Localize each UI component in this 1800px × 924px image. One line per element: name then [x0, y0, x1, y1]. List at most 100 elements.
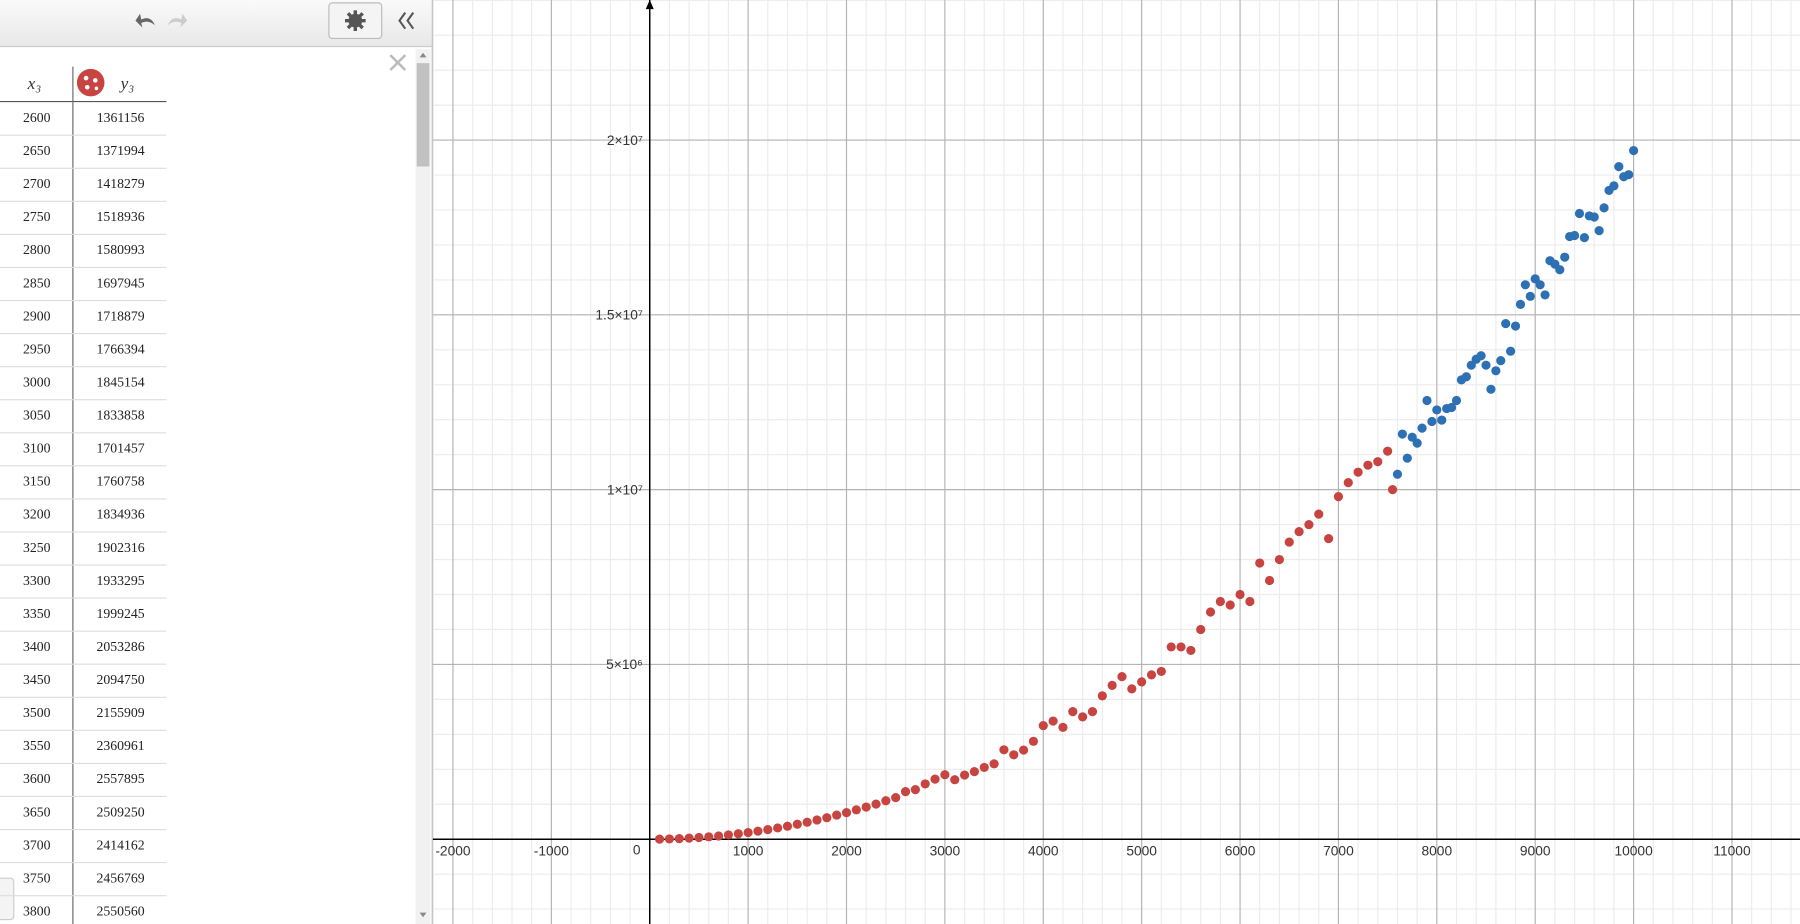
data-point [1058, 722, 1068, 732]
data-point [1560, 252, 1570, 262]
undo-button[interactable] [135, 13, 155, 28]
table-cell: 1361156 [97, 110, 145, 125]
collapse-button[interactable] [398, 12, 415, 30]
table-cell: 2600 [23, 110, 51, 125]
gear-icon [344, 10, 366, 31]
redo-button[interactable] [167, 13, 188, 28]
data-point [694, 832, 704, 843]
close-table-button[interactable] [389, 54, 407, 71]
scrollbar[interactable] [415, 49, 431, 924]
data-point [723, 830, 734, 840]
data-point [969, 767, 980, 777]
graph-paper[interactable]: -2000 -1000 0 1000 2000 3000 4000 5000 6000 7000 8… [432, 0, 1800, 924]
scroll-down[interactable] [419, 912, 427, 918]
data-point [1068, 707, 1078, 717]
data-point [1205, 607, 1216, 617]
data-point [753, 826, 763, 836]
x-tick-label: 1000 [733, 843, 764, 858]
table-cell: 3650 [23, 804, 51, 819]
table-cell: 3450 [23, 672, 51, 687]
table-cell: 3600 [23, 771, 51, 786]
data-point [1087, 707, 1098, 717]
table-cell: 3050 [23, 408, 51, 423]
data-point [812, 815, 822, 825]
table-cell: 1760758 [96, 474, 144, 489]
table-cell: 1718879 [96, 308, 144, 323]
column-style-icon[interactable] [76, 68, 105, 97]
table-cell: 2456769 [96, 870, 144, 885]
data-point [851, 805, 861, 815]
data-point [1304, 519, 1314, 530]
data-point [1506, 346, 1516, 356]
table-cell: 1766394 [96, 341, 144, 356]
data-point [1496, 356, 1506, 366]
table-cell: 3000 [23, 374, 51, 389]
data-point [1373, 457, 1383, 467]
data-point [930, 774, 940, 784]
data-point [1614, 162, 1624, 172]
x-tick-label: 9000 [1520, 843, 1551, 858]
data-point [664, 834, 675, 844]
icon-dots [83, 75, 99, 91]
data-point [841, 808, 852, 818]
x-tick-label: 7000 [1323, 843, 1354, 858]
table-cell: 2509250 [96, 804, 144, 819]
data-point [1629, 145, 1639, 156]
data-point [1555, 265, 1565, 275]
data-point [900, 787, 911, 797]
data-point [1324, 533, 1334, 544]
data-point [763, 824, 773, 835]
table-cell: 2950 [23, 341, 51, 356]
table-cell: 1580993 [96, 242, 144, 257]
table-cell: 3750 [23, 870, 51, 885]
data-point [989, 759, 999, 769]
data-point [1402, 453, 1412, 463]
x-tick-label: 2000 [831, 843, 862, 858]
table-cell: 2557895 [96, 771, 144, 786]
data-point [1446, 402, 1457, 413]
table-cell: 1697945 [96, 275, 144, 290]
data-point [1176, 642, 1186, 652]
table-cell: 2750 [23, 209, 51, 224]
data-point [1451, 395, 1462, 406]
table-cell: 2053286 [96, 639, 144, 654]
data-point [1520, 280, 1530, 290]
data-point [959, 770, 970, 780]
data-point [1343, 478, 1353, 488]
x-tick-label: 10000 [1614, 843, 1653, 858]
data-point [1294, 526, 1304, 537]
table-cell: 1933295 [96, 573, 144, 588]
table-cell: 2360961 [96, 738, 144, 753]
table-cell: 2414162 [96, 837, 144, 852]
data-point [674, 834, 684, 844]
data-point [1146, 670, 1157, 680]
data-point [1264, 575, 1275, 586]
scrollbar-thumb[interactable] [416, 63, 430, 167]
table-cell: 3700 [23, 837, 51, 852]
data-point [1491, 366, 1501, 376]
table-cell: 2800 [23, 242, 51, 257]
data-point [1609, 181, 1619, 191]
data-point [1417, 423, 1427, 433]
scroll-up[interactable] [419, 52, 427, 58]
data-point [1525, 291, 1535, 301]
table-cell: 1418279 [96, 176, 144, 191]
table-cell: 2850 [23, 275, 51, 290]
data-point [999, 745, 1009, 755]
x-tick-label: -1000 [534, 843, 570, 858]
table-cell: 3550 [23, 738, 51, 753]
data-point [1127, 684, 1137, 694]
data-point [1540, 290, 1550, 300]
data-point [782, 821, 793, 831]
data-point [940, 770, 950, 780]
side-tab[interactable] [0, 877, 15, 921]
table-cell: 1999245 [96, 606, 144, 621]
table-cell: 1701457 [96, 441, 144, 456]
data-point [1363, 460, 1373, 470]
x-tick-label: 8000 [1422, 843, 1453, 858]
expression-panel [0, 0, 432, 924]
data-point [1432, 405, 1442, 415]
data-point [1392, 469, 1403, 479]
data-point [1028, 736, 1039, 746]
